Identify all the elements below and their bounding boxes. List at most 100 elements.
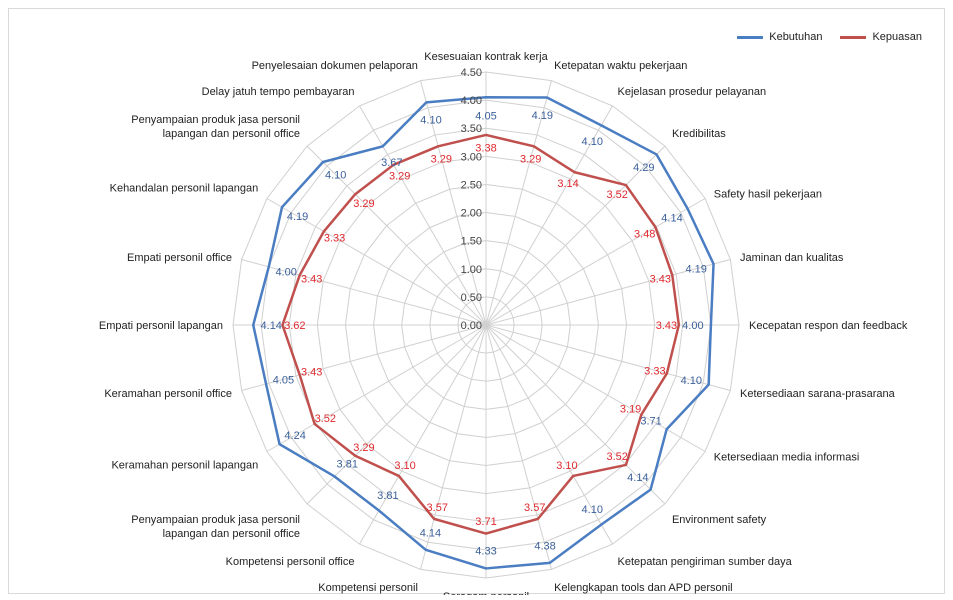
data-label-b: 3.52 bbox=[315, 413, 336, 425]
category-label: Kelengkapan tools dan APD personil bbox=[554, 582, 733, 594]
data-label-a: 4.00 bbox=[275, 266, 296, 278]
grid-spoke bbox=[485, 324, 706, 452]
grid-spoke bbox=[485, 198, 706, 326]
legend-label-series-b: Kepuasan bbox=[872, 31, 922, 43]
data-label-a: 4.10 bbox=[420, 115, 441, 127]
tick-label: 1.50 bbox=[461, 236, 482, 248]
data-label-b: 3.43 bbox=[301, 273, 322, 285]
data-label-a: 4.10 bbox=[681, 375, 702, 387]
tick-label: 3.50 bbox=[461, 123, 482, 135]
category-label: Ketersediaan media informasi bbox=[714, 452, 860, 464]
category-label: Ketersediaan sarana-prasarana bbox=[740, 388, 896, 400]
chart-frame: 0.00 0.50 1.00 1.50 2.00 2.50 3.00 3.50 4.00 4.50… bbox=[8, 8, 945, 595]
radar-chart: 0.00 0.50 1.00 1.50 2.00 2.50 3.00 3.50 4.00 4.50… bbox=[99, 51, 908, 595]
category-label: Empati personil lapangan bbox=[99, 320, 223, 332]
category-label: Penyelesaian dokumen pelaporan bbox=[252, 60, 418, 72]
data-label-b: 3.57 bbox=[427, 502, 448, 514]
data-label-a: 4.14 bbox=[420, 527, 441, 539]
category-label: Seragam personil bbox=[443, 591, 529, 595]
data-label-b: 3.19 bbox=[620, 403, 641, 415]
grid-spoke bbox=[359, 105, 487, 326]
category-label: Kesesuaian kontrak kerja bbox=[424, 51, 548, 63]
data-label-b: 3.48 bbox=[634, 228, 655, 240]
grid-spoke bbox=[485, 105, 613, 326]
category-label: Keramahan personil lapangan bbox=[111, 460, 258, 472]
category-label: Delay jatuh tempo pembayaran bbox=[202, 86, 355, 98]
data-label-a: 3.67 bbox=[381, 157, 402, 169]
series-line-a bbox=[251, 96, 715, 570]
data-label-a: 4.24 bbox=[284, 430, 305, 442]
grid-spoke bbox=[485, 324, 731, 391]
data-label-a: 4.19 bbox=[532, 110, 553, 122]
legend-label-series-a: Kebutuhan bbox=[769, 31, 823, 43]
grid-spoke bbox=[485, 259, 731, 326]
tick-label: 4.50 bbox=[461, 67, 482, 79]
data-label-a: 3.81 bbox=[337, 459, 358, 471]
tick-label: 0.00 bbox=[461, 320, 482, 332]
tick-label: 4.00 bbox=[461, 95, 482, 107]
category-label: Kredibilitas bbox=[672, 128, 726, 140]
data-label-b: 3.10 bbox=[556, 460, 577, 472]
category-label: Kompetensi personil bbox=[318, 582, 418, 594]
data-label-a: 4.19 bbox=[685, 264, 706, 276]
data-label-b: 3.29 bbox=[389, 171, 410, 183]
grid-spoke bbox=[266, 324, 487, 452]
category-label: Environment safety bbox=[672, 514, 767, 526]
data-label-a: 4.14 bbox=[261, 320, 282, 332]
data-label-b: 3.52 bbox=[606, 451, 627, 463]
data-label-b: 3.29 bbox=[353, 442, 374, 454]
grid-spoke bbox=[485, 145, 666, 326]
grid-spoke bbox=[485, 324, 666, 505]
data-label-a: 4.14 bbox=[627, 472, 648, 484]
category-label: Kecepatan respon dan feedback bbox=[749, 320, 908, 332]
data-label-a: 4.10 bbox=[325, 170, 346, 182]
grid-spoke bbox=[306, 324, 487, 505]
category-label: Empati personil office bbox=[127, 252, 232, 264]
data-label-a: 4.14 bbox=[661, 213, 682, 225]
data-label-a: 4.05 bbox=[273, 374, 294, 386]
data-label-b: 3.43 bbox=[656, 320, 677, 332]
data-label-b: 3.10 bbox=[394, 460, 415, 472]
legend-swatch-series-a bbox=[737, 35, 764, 39]
category-label: Kehandalan personil lapangan bbox=[110, 183, 259, 195]
data-label-b: 3.71 bbox=[475, 516, 496, 528]
data-label-a: 4.38 bbox=[534, 540, 555, 552]
data-label-a: 4.05 bbox=[475, 110, 496, 122]
data-label-a: 3.71 bbox=[640, 415, 661, 427]
category-label: Ketepatan pengiriman sumber daya bbox=[618, 556, 793, 568]
data-label-a: 4.19 bbox=[287, 211, 308, 223]
category-label: Keramahan personil office bbox=[104, 388, 232, 400]
tick-label: 3.00 bbox=[461, 151, 482, 163]
data-label-a: 4.33 bbox=[475, 545, 496, 557]
data-label-b: 3.43 bbox=[301, 367, 322, 379]
grid-spoke bbox=[241, 324, 487, 391]
legend-item-series-b: Kepuasan bbox=[840, 31, 922, 43]
grid-spoke bbox=[359, 324, 487, 545]
category-label: Penyampaian produk jasa personil lapangan… bbox=[131, 114, 300, 140]
category-label: Ketepatan waktu pekerjaan bbox=[554, 60, 687, 72]
data-label-b: 3.38 bbox=[475, 142, 496, 154]
tick-label: 2.50 bbox=[461, 179, 482, 191]
data-label-b: 3.43 bbox=[650, 273, 671, 285]
data-label-a: 4.00 bbox=[682, 320, 703, 332]
data-label-a: 4.10 bbox=[582, 136, 603, 148]
grid-spoke bbox=[420, 324, 487, 570]
grid-spoke bbox=[485, 324, 552, 570]
data-label-b: 3.29 bbox=[353, 198, 374, 210]
tick-label: 0.50 bbox=[461, 292, 482, 304]
data-label-a: 4.10 bbox=[582, 504, 603, 516]
category-label: Kejelasan prosedur pelayanan bbox=[618, 86, 767, 98]
grid-spoke bbox=[266, 198, 487, 326]
data-label-b: 3.14 bbox=[557, 178, 578, 190]
category-label: Jaminan dan kualitas bbox=[740, 252, 844, 264]
data-label-b: 3.52 bbox=[606, 189, 627, 201]
legend: Kebutuhan Kepuasan bbox=[737, 31, 922, 43]
series-line-b bbox=[281, 133, 681, 535]
grid-spoke bbox=[485, 80, 552, 326]
data-label-a: 4.29 bbox=[633, 162, 654, 174]
tick-label: 1.00 bbox=[461, 264, 482, 276]
data-label-b: 3.33 bbox=[644, 365, 665, 377]
data-label-b: 3.29 bbox=[431, 153, 452, 165]
data-label-b: 3.62 bbox=[284, 320, 305, 332]
data-label-b: 3.29 bbox=[520, 153, 541, 165]
